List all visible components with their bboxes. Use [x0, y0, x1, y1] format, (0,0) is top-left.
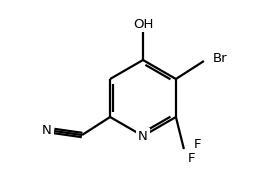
Text: OH: OH — [133, 17, 153, 30]
Text: Br: Br — [212, 53, 227, 66]
Text: F: F — [194, 138, 202, 151]
Text: N: N — [138, 130, 148, 143]
Text: N: N — [42, 124, 52, 137]
Text: F: F — [188, 153, 196, 166]
